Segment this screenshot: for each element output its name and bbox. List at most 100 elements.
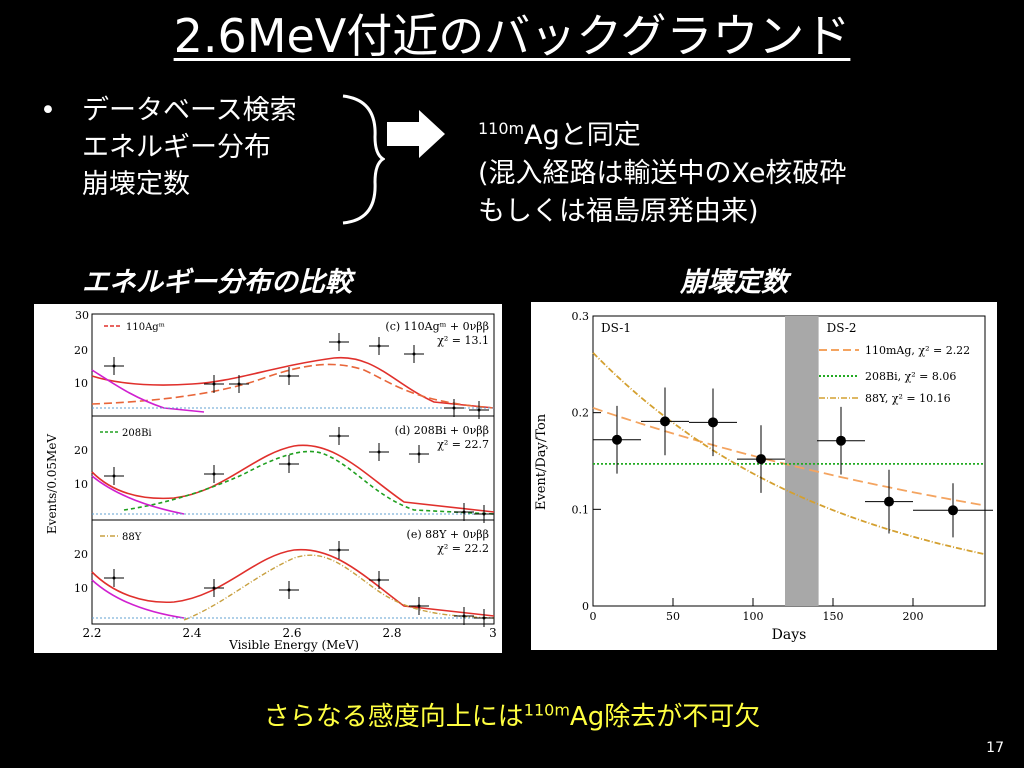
spectrum-data-point — [454, 607, 474, 625]
spectrum-data-point — [369, 571, 389, 589]
energy-xtick-2-2: 2.2 — [82, 626, 101, 640]
decay-constant-caption: 崩壊定数 — [680, 267, 788, 298]
right-arrow-icon — [387, 110, 445, 158]
page-number: 17 — [986, 740, 1004, 756]
panel-c-data-points — [104, 333, 489, 419]
identification-result: 110mAgと同定 (混入経路は輸送中のXe核破砕 もしくは福島原発由来) — [478, 110, 846, 231]
decay-ytick-label: 0.2 — [572, 407, 590, 420]
legend-208bi: 208Bi — [122, 428, 152, 439]
energy-xtick-2-8: 2.8 — [382, 626, 401, 640]
slide-title: 2.6MeV付近のバックグラウンド — [173, 9, 851, 63]
energy-ytick-20-e: 20 — [74, 548, 88, 561]
decay-data-point — [817, 406, 865, 475]
energy-xtick-2-6: 2.6 — [282, 626, 301, 640]
spectrum-data-point — [104, 467, 124, 485]
spectrum-data-point — [204, 375, 224, 393]
energy-ytick-10-e: 10 — [74, 582, 88, 595]
spectrum-data-point — [329, 427, 349, 445]
decay-xtick-label: 50 — [666, 610, 680, 623]
conclusion-superscript: 110m — [523, 700, 570, 720]
decay-ytick-label: 0 — [582, 600, 589, 613]
decay-rate-figure: DS-1 DS-2 Event/Day/Ton Days 0 50 100 150 20… — [531, 302, 997, 650]
decay-ytick-label: 0.1 — [572, 503, 590, 516]
spectrum-data-point — [204, 465, 224, 483]
decay-data-point — [689, 388, 737, 457]
spectrum-data-point — [369, 443, 389, 461]
energy-panel-d: 20 10 208Bi (d) 208Bi + 0νββ χ² = 22.7 — [74, 415, 495, 523]
energy-ylabel: Events/0.05MeV — [45, 434, 59, 535]
decay-data-point — [737, 425, 785, 493]
decay-data-point — [593, 405, 641, 474]
decay-data-point — [865, 469, 913, 534]
panel-d-data-points — [104, 427, 494, 523]
isotope-superscript: 110m — [478, 119, 525, 138]
panel-c-chi2: χ² = 13.1 — [437, 334, 489, 347]
decay-data-point — [913, 483, 993, 538]
conclusion-text: さらなる感度向上には110mAg除去が不可欠 — [0, 696, 1024, 733]
decay-fit-curves — [592, 352, 986, 556]
spectrum-data-point — [369, 337, 389, 355]
energy-panel-c: 20 10 110Agᵐ (c) 110Agᵐ + 0νββ χ² = 13.1 — [74, 313, 495, 419]
spectrum-data-point — [454, 503, 474, 521]
panel-d-label: (d) 208Bi + 0νββ — [395, 424, 489, 437]
energy-xtick-2-4: 2.4 — [182, 626, 201, 640]
spectrum-data-point — [229, 375, 249, 393]
bullet-symbol: • — [40, 95, 56, 126]
spectrum-data-point — [404, 345, 424, 363]
energy-ytick-10-d: 10 — [74, 478, 88, 491]
decay-legend: 110mAg, χ² = 2.22 208Bi, χ² = 8.06 88Y, … — [819, 344, 970, 405]
decay-ylabel: Event/Day/Ton — [534, 413, 549, 510]
result-line-3: もしくは福島原発由来) — [478, 196, 759, 227]
panel-c-label: (c) 110Agᵐ + 0νββ — [385, 320, 489, 333]
ds1-label: DS-1 — [601, 321, 631, 335]
decay-xlabel: Days — [772, 627, 807, 643]
spectrum-data-point — [329, 333, 349, 351]
ds2-label: DS-2 — [827, 321, 857, 335]
energy-x-ticks: 2.2 2.4 2.6 2.8 3 — [82, 626, 496, 640]
conclusion-post: Ag除去が不可欠 — [569, 702, 761, 732]
legend-208bi-decay: 208Bi, χ² = 8.06 — [865, 370, 956, 383]
spectrum-data-point — [469, 401, 489, 419]
decay-rate-chart: DS-1 DS-2 Event/Day/Ton Days 0 50 100 150 20… — [534, 310, 993, 643]
panel-d-chi2: χ² = 22.7 — [437, 438, 489, 451]
result-line-2: (混入経路は輸送中のXe核破砕 — [478, 158, 847, 189]
legend-110mag: 110mAg, χ² = 2.22 — [865, 344, 970, 357]
energy-spectrum-figure: Events/0.05MeV Visible Energy (MeV) 30 2… — [34, 304, 502, 653]
energy-panel-e: 20 10 88Y (e) 88Y + 0νββ χ² = 22.2 — [74, 519, 495, 627]
decay-xtick-label: 200 — [903, 610, 924, 623]
energy-ytick-30: 30 — [75, 309, 89, 322]
spectrum-data-point — [279, 581, 299, 599]
energy-comparison-caption: エネルギー分布の比較 — [82, 267, 352, 298]
spectrum-data-point — [104, 569, 124, 587]
energy-xlabel: Visible Energy (MeV) — [228, 638, 359, 652]
right-brace-icon — [342, 94, 385, 225]
bullet-line-energy: エネルギー分布 — [82, 132, 271, 163]
panel-e-chi2: χ² = 22.2 — [437, 542, 489, 555]
energy-ytick-20-d: 20 — [74, 444, 88, 457]
decay-axis-ticks: 0 50 100 150 200 0 0.1 0.2 0.3 — [572, 310, 924, 623]
conclusion-pre: さらなる感度向上には — [263, 702, 524, 732]
panel-e-data-points — [104, 541, 494, 627]
legend-88y-decay: 88Y, χ² = 10.16 — [865, 392, 951, 405]
decay-xtick-label: 0 — [590, 610, 597, 623]
spectrum-data-point — [204, 579, 224, 597]
decay-ytick-label: 0.3 — [572, 310, 590, 323]
decay-xtick-label: 150 — [823, 610, 844, 623]
spectrum-data-point — [474, 609, 494, 627]
decay-curve-0 — [592, 406, 986, 507]
legend-110ag: 110Agᵐ — [126, 322, 165, 333]
energy-ytick-20: 20 — [74, 344, 88, 357]
bullet-line-decay: 崩壊定数 — [82, 169, 190, 200]
decay-data-points — [593, 387, 993, 538]
bullet-list: • データベース検索 エネルギー分布 崩壊定数 — [40, 92, 297, 203]
spectrum-data-point — [409, 597, 429, 615]
result-line-1: Agと同定 — [524, 120, 641, 151]
bullet-line-database: データベース検索 — [82, 95, 297, 126]
spectrum-data-point — [279, 367, 299, 385]
decay-xtick-label: 100 — [743, 610, 764, 623]
energy-xtick-3: 3 — [489, 626, 497, 640]
energy-spectrum-plot: Events/0.05MeV Visible Energy (MeV) 30 2… — [45, 309, 497, 652]
spectrum-data-point — [104, 357, 124, 375]
energy-ytick-10: 10 — [74, 377, 88, 390]
spectrum-data-point — [444, 399, 464, 417]
